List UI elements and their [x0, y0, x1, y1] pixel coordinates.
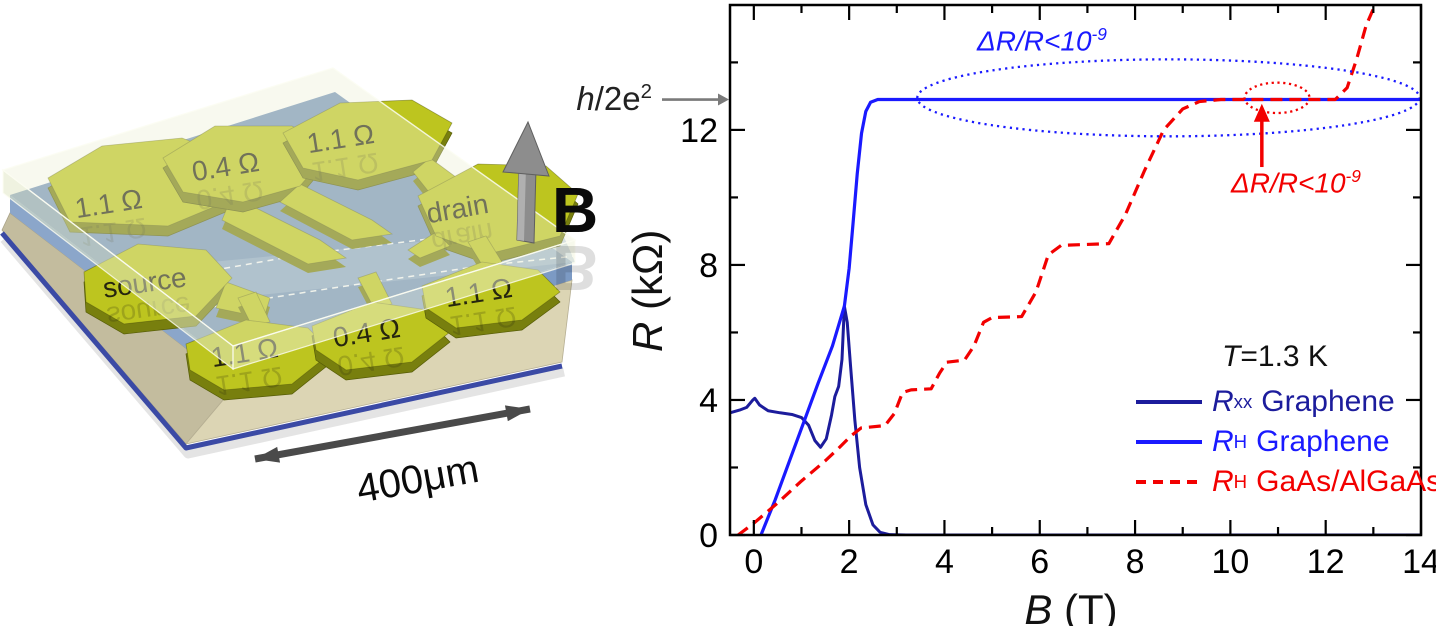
resistance-chart: 0 2 4 6 8 10 12 14 0 4 8 12: [662, 3, 1436, 581]
x-axis-unit: (T): [1052, 586, 1118, 626]
legend-subscript: H: [1233, 431, 1248, 452]
x-tick-label: 12: [1307, 543, 1345, 581]
legend-symbol: R: [1212, 425, 1234, 458]
precision-ellipse-red: [1243, 81, 1311, 115]
contact-drain: draindrain: [407, 163, 579, 267]
x-axis-label: B (T): [1001, 586, 1141, 626]
plateau-arrow-head: [718, 93, 729, 106]
x-axis-symbol: B: [1024, 586, 1053, 626]
x-tick-label: 4: [935, 543, 954, 581]
b-field-label-reflection: B: [552, 232, 598, 304]
plateau-symbol: h: [576, 80, 595, 117]
annotation-red-text: ΔR/R<10: [1231, 167, 1346, 199]
substrate-base-line: [0, 231, 563, 451]
annotation-red-sup: -9: [1345, 166, 1361, 186]
annotation-blue-sup: -9: [1091, 24, 1107, 44]
contact-pad: [282, 99, 453, 181]
y-tick-label: 0: [699, 517, 718, 555]
annotation-blue-text: ΔR/R<10: [977, 25, 1092, 57]
temperature-label: T=1.3 K: [1190, 340, 1360, 374]
legend-label: GaAs/AlGaAs: [1256, 465, 1436, 498]
series-rxx-graphene: [730, 304, 1421, 535]
axis-frame: [728, 3, 1423, 537]
y-tick-label: 8: [699, 247, 718, 285]
x-tick-label: 8: [1126, 543, 1145, 581]
scale-arrow-head: [255, 446, 281, 463]
legend-line-rh-graphene: [1136, 440, 1202, 444]
x-tick-label: 10: [1211, 543, 1249, 581]
device-illustration: 1.1 Ω1.1 Ω0.4 Ω0.4 Ω1.1 Ω1.1 Ωdraindrain…: [0, 67, 598, 512]
legend-item-rh-graphene: R H Graphene: [1136, 422, 1436, 462]
temperature-symbol: T: [1222, 340, 1241, 373]
x-tick-label: 6: [1030, 543, 1049, 581]
contact-arm: [221, 195, 348, 265]
annotation-blue: ΔR/R<10-9: [912, 24, 1172, 57]
temperature-value: =1.3 K: [1240, 340, 1328, 373]
contact-arm: [407, 231, 451, 259]
plateau-sup: 2: [640, 80, 652, 103]
series-rh-gaas-algaas: [737, 5, 1377, 535]
legend-subscript: H: [1233, 471, 1248, 492]
legend-line-rxx: [1136, 400, 1202, 404]
y-tick-label: 4: [699, 382, 718, 420]
plateau-rest: /2e: [594, 80, 641, 117]
contact-pad: [417, 163, 579, 255]
series-rh-graphene: [759, 97, 1421, 535]
b-arrow-shaft-highlight: [517, 165, 526, 241]
y-axis-symbol: R: [624, 321, 671, 352]
precision-ellipse-blue: [916, 58, 1421, 138]
red-annotation-arrow-head: [1253, 103, 1270, 122]
legend-line-rh-gaas: [1136, 480, 1202, 484]
y-axis-label: R (kΩ): [624, 192, 671, 352]
y-tick-label: 12: [680, 112, 718, 150]
cap-top-face: [1, 67, 577, 347]
b-arrow-head: [502, 120, 550, 177]
legend-label: Graphene: [1256, 425, 1390, 458]
legend-item-rh-gaas: R H GaAs/AlGaAs: [1136, 462, 1436, 502]
legend-subscript: xx: [1233, 391, 1253, 412]
y-axis-unit: (kΩ): [624, 229, 671, 322]
b-field-label: B: [552, 174, 598, 246]
x-tick-label: 14: [1402, 543, 1436, 581]
annotation-red: ΔR/R<10-9: [1176, 166, 1416, 199]
legend-label: Graphene: [1261, 385, 1395, 418]
scale-label: 400μm: [353, 447, 482, 512]
x-tick-label: 2: [840, 543, 859, 581]
contact-arm: [279, 183, 394, 241]
scale-arrow-head: [504, 405, 530, 422]
legend-symbol: R: [1212, 465, 1234, 498]
plateau-label: h/2e2: [540, 80, 652, 118]
legend-symbol: R: [1212, 385, 1234, 418]
contact-0-4-: 0.4 Ω0.4 Ω: [162, 125, 394, 249]
plot-area: [730, 5, 1421, 535]
x-tick-label: 0: [744, 543, 763, 581]
scale-arrow: [254, 405, 531, 463]
